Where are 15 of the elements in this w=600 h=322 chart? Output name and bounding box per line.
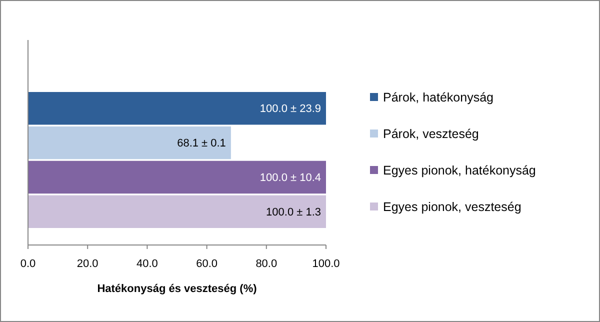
x-tick-label: 0.0 bbox=[20, 258, 36, 270]
x-axis-title: Hatékonyság és veszteség (%) bbox=[97, 283, 258, 295]
data-label: 100.0 ± 23.9 bbox=[260, 103, 321, 116]
legend-label: Egyes pionok, veszteség bbox=[383, 200, 522, 214]
legend-label: Egyes pionok, hatékonyság bbox=[383, 163, 536, 178]
x-tick-label: 100.0 bbox=[312, 258, 340, 270]
x-tick-label: 60.0 bbox=[196, 258, 218, 270]
x-tick-label: 40.0 bbox=[136, 258, 158, 270]
x-tick-label: 80.0 bbox=[256, 258, 278, 270]
legend-label: Párok, veszteség bbox=[383, 126, 479, 141]
data-label: 100.0 ± 1.3 bbox=[266, 206, 321, 218]
legend-label: Párok, hatékonyság bbox=[383, 90, 494, 104]
x-tick-label: 20.0 bbox=[76, 258, 98, 270]
data-label: 100.0 ± 10.4 bbox=[260, 172, 321, 184]
data-label: 68.1 ± 0.1 bbox=[177, 138, 226, 150]
